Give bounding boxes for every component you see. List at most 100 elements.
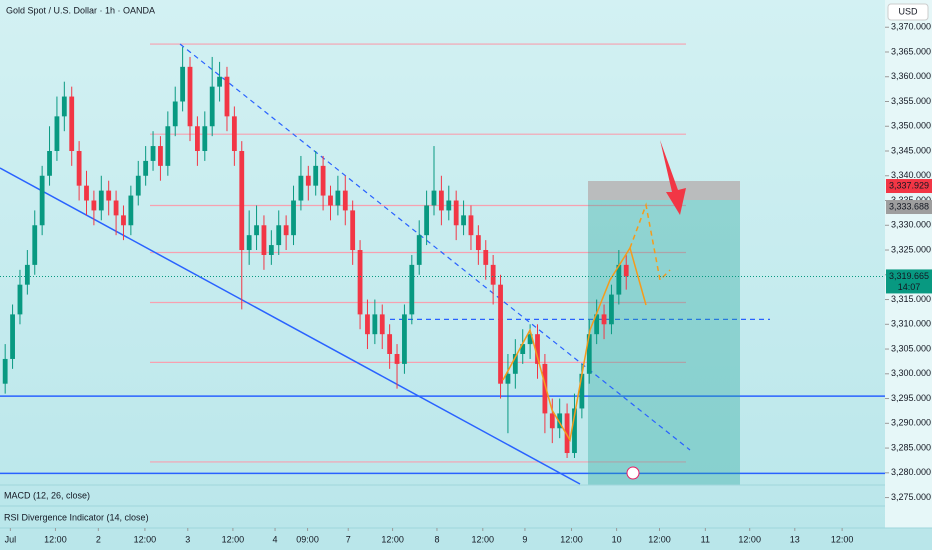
candle-body <box>172 101 178 127</box>
y-tick-label: 3,345.000 <box>891 145 931 155</box>
x-tick-label: 12:00 <box>134 534 157 544</box>
candle-body <box>564 413 570 454</box>
stop-zone <box>588 181 740 200</box>
x-tick-label: 7 <box>346 534 351 544</box>
candle-body <box>483 250 489 265</box>
candle-body <box>47 151 52 176</box>
candle-body <box>446 200 452 211</box>
candle-body <box>557 413 563 429</box>
y-tick-label: 3,310.000 <box>891 319 931 329</box>
candle-body <box>505 373 511 384</box>
candle-body <box>328 195 333 206</box>
candle-body <box>291 200 296 236</box>
candle-body <box>475 235 481 251</box>
trendline <box>0 167 581 485</box>
candle-body <box>61 96 67 117</box>
candle-body <box>579 373 585 409</box>
y-tick-label: 3,360.000 <box>891 71 931 81</box>
candle-body <box>106 190 112 201</box>
event-icon <box>626 466 640 480</box>
candle-body <box>69 96 75 152</box>
candle-body <box>342 190 348 211</box>
candle-body <box>17 284 23 315</box>
indicator-label: MACD (12, 26, close) <box>4 490 90 500</box>
candle-body <box>609 294 614 325</box>
candle-body <box>298 175 304 201</box>
candle-body <box>283 225 289 236</box>
currency-button[interactable] <box>887 3 929 21</box>
candle-body <box>616 264 622 295</box>
candle-body <box>490 264 496 285</box>
candle-body <box>209 86 215 127</box>
x-tick-label: 10 <box>612 534 622 544</box>
candle-body <box>424 205 430 236</box>
x-tick-label: 12:00 <box>381 534 404 544</box>
x-tick-label: 11 <box>701 534 710 544</box>
candle-body <box>409 264 415 315</box>
candle-body <box>128 195 134 226</box>
x-tick-label: 8 <box>434 534 439 544</box>
x-tick-label: 12:00 <box>560 534 583 544</box>
price-axis <box>885 0 932 528</box>
countdown: 14:07 <box>898 282 921 292</box>
price-tag-label: 3,337.929 <box>889 180 929 190</box>
y-tick-label: 3,370.000 <box>891 22 931 32</box>
y-tick-label: 3,330.000 <box>891 220 931 230</box>
x-tick-label: 13 <box>790 534 800 544</box>
candle-body <box>254 225 259 236</box>
candle-body <box>365 314 370 335</box>
candle-body <box>10 314 15 359</box>
y-tick-label: 3,335.000 <box>891 195 931 205</box>
plot-area <box>0 43 885 485</box>
y-tick-label: 3,290.000 <box>891 418 931 428</box>
candle-body <box>357 250 363 315</box>
y-tick-label: 3,275.000 <box>891 492 931 502</box>
x-tick-label: 3 <box>185 534 190 544</box>
levels <box>0 43 885 475</box>
currency[interactable]: USD <box>898 6 918 16</box>
x-tick-label: 09:00 <box>296 534 319 544</box>
price-tag <box>886 269 932 294</box>
candle-body <box>32 225 38 265</box>
candle-body <box>76 151 82 186</box>
candle-body <box>231 116 237 152</box>
candles <box>2 47 629 458</box>
candle-body <box>402 314 407 364</box>
candle-body <box>113 200 119 216</box>
zigzag <box>502 246 647 443</box>
y-tick-label: 3,355.000 <box>891 96 931 106</box>
x-tick-label: 12:00 <box>648 534 671 544</box>
candle-body <box>350 210 356 251</box>
y-tick-label: 3,280.000 <box>891 467 931 477</box>
candle-body <box>187 66 193 127</box>
candle-body <box>387 334 393 354</box>
trendline-dashed <box>179 43 691 451</box>
y-tick-label: 3,285.000 <box>891 442 931 452</box>
candle-body <box>431 190 437 206</box>
candle-body <box>498 284 503 384</box>
x-tick-label: 4 <box>273 534 278 544</box>
y-tick-label: 3,350.000 <box>891 121 931 131</box>
candle-body <box>239 151 245 251</box>
candle-body <box>535 334 540 364</box>
target-zone <box>588 200 740 485</box>
candle-body <box>261 225 267 255</box>
candle-body <box>520 344 526 354</box>
candle-body <box>512 353 518 374</box>
candle-body <box>572 408 577 454</box>
price-tag-label: 3,319.665 <box>889 271 929 281</box>
candle-body <box>305 175 311 186</box>
y-tick-label: 3,325.000 <box>891 244 931 254</box>
candle-body <box>135 175 141 196</box>
candle-body <box>217 76 222 87</box>
x-tick-label: 12:00 <box>738 534 761 544</box>
candle-body <box>84 185 89 201</box>
candle-body <box>335 190 341 206</box>
x-tick-label: 12:00 <box>44 534 67 544</box>
y-tick-label: 3,305.000 <box>891 343 931 353</box>
x-tick-label: 2 <box>96 534 101 544</box>
x-tick-label: 9 <box>522 534 527 544</box>
x-tick-label: 12:00 <box>222 534 245 544</box>
y-tick-label: 3,315.000 <box>891 294 931 304</box>
x-tick-label: 12:00 <box>831 534 854 544</box>
